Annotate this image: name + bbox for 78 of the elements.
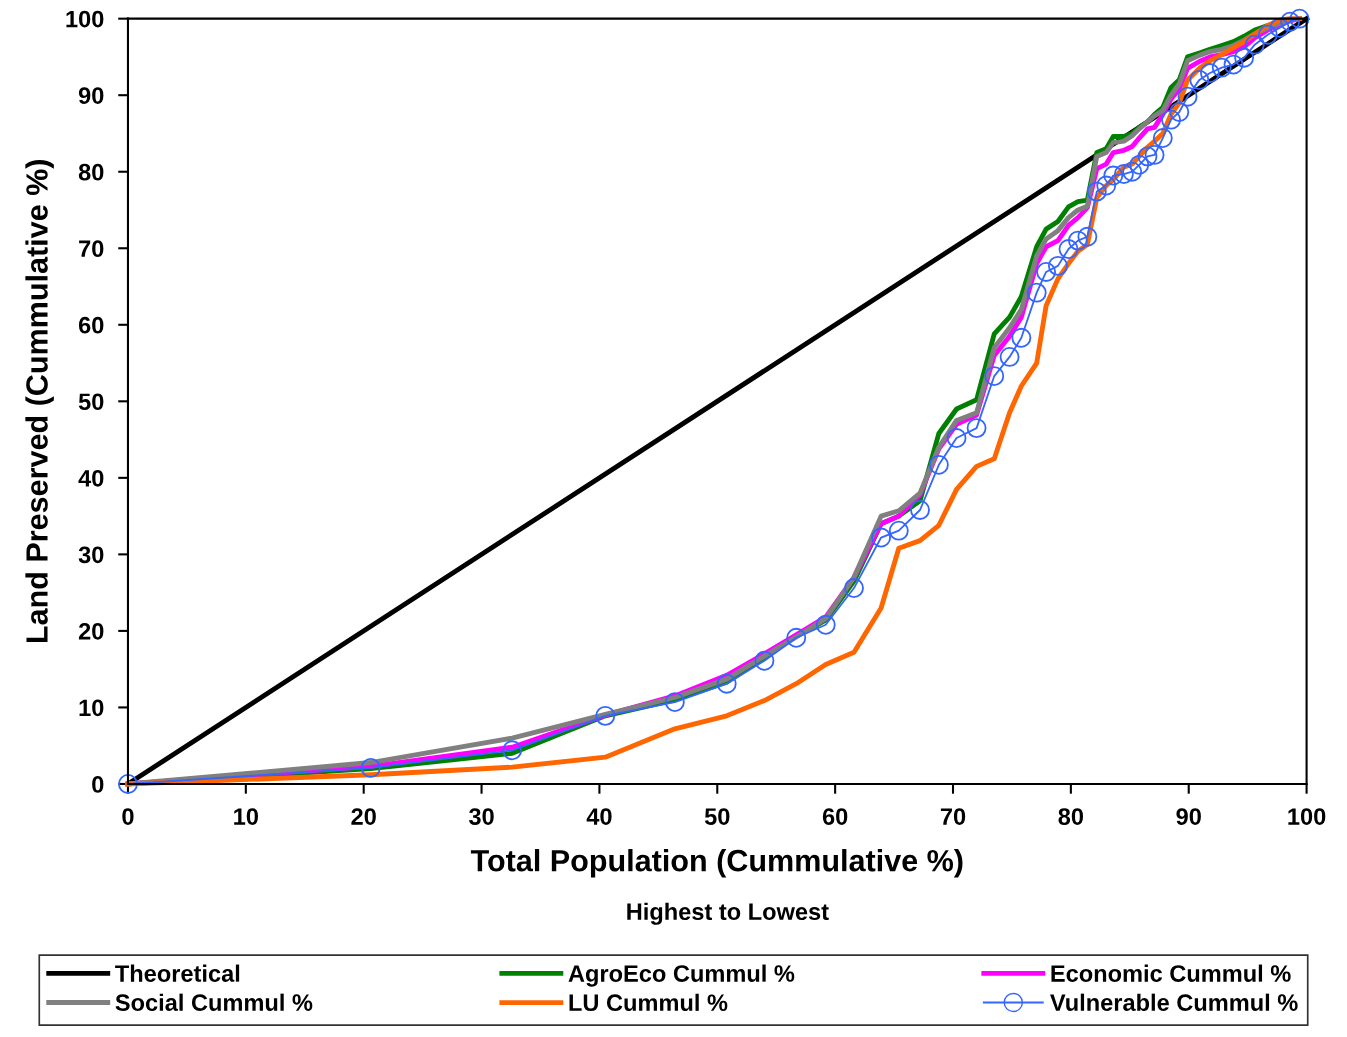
point	[1096, 175, 1117, 196]
point	[1113, 164, 1134, 184]
point	[1211, 57, 1232, 78]
x-tick-label: 90	[1176, 808, 1201, 825]
point	[1137, 146, 1158, 167]
point	[966, 418, 987, 439]
y-tick-label: 10	[79, 699, 104, 717]
legend-label: LU Cummul %	[569, 993, 728, 1012]
point	[1026, 282, 1047, 303]
y-tick-label: 70	[79, 240, 104, 258]
y-tick-label: 0	[92, 776, 104, 793]
text: Highest to Lowest	[627, 902, 829, 925]
point	[871, 527, 892, 548]
x-tick-label: 50	[704, 808, 730, 825]
legend-label: AgroEco Cummul %	[568, 964, 795, 987]
point	[1047, 255, 1068, 276]
x-tick-label: 0	[122, 808, 134, 825]
x-tick-label: 10	[234, 808, 258, 825]
y-tick-label: 50	[78, 393, 104, 411]
x-tick-label: 30	[468, 808, 494, 825]
point	[1257, 24, 1278, 45]
point	[1189, 69, 1210, 90]
y-tick-label: 40	[78, 469, 104, 487]
x-axis-title: Total Population (Cummulative %)	[470, 849, 963, 878]
x-tick-label: 100	[1288, 808, 1326, 825]
point	[1244, 34, 1265, 55]
x-tick-label: 70	[940, 808, 966, 825]
point	[1177, 86, 1198, 107]
y-tick-label: 20	[78, 622, 104, 640]
legend-label: Economic Cummul %	[1051, 964, 1291, 982]
point	[1077, 226, 1098, 247]
point	[815, 614, 836, 635]
x-tick-label: 60	[822, 808, 848, 825]
point	[1280, 11, 1301, 32]
point	[1011, 327, 1032, 348]
point	[664, 692, 685, 713]
point	[1058, 239, 1079, 259]
point	[1144, 144, 1165, 165]
point	[1223, 54, 1244, 75]
x-tick-label: 80	[1058, 808, 1084, 825]
point	[118, 774, 138, 794]
point	[1036, 262, 1057, 282]
point	[1234, 47, 1255, 68]
x-tick-label: 20	[351, 808, 376, 825]
point	[946, 428, 967, 448]
point	[1169, 102, 1190, 122]
point	[1103, 165, 1124, 186]
point	[1086, 181, 1107, 202]
y-tick-label: 90	[78, 87, 104, 104]
point	[754, 650, 775, 671]
point	[1068, 230, 1088, 251]
point	[910, 500, 930, 520]
x-tick-label: 40	[586, 808, 612, 825]
y-tick-label: 100	[66, 10, 104, 28]
point	[1152, 128, 1173, 148]
point	[1200, 63, 1220, 83]
point	[1129, 154, 1150, 175]
point	[595, 705, 616, 726]
legend-label: Vulnerable Cummul %	[1050, 993, 1298, 1011]
legend-label: Social Cummul %	[115, 993, 313, 1011]
y-tick-label: 60	[78, 316, 104, 334]
point	[1269, 17, 1290, 38]
point	[984, 366, 1005, 386]
point	[1161, 109, 1181, 130]
point	[716, 673, 737, 694]
point	[888, 520, 909, 541]
y-tick-label: 80	[78, 163, 104, 181]
point	[928, 454, 949, 475]
legend-label: Theoretical	[115, 964, 240, 982]
point	[786, 627, 807, 648]
point	[1289, 8, 1310, 29]
point	[1122, 161, 1143, 182]
y-axis-title: Land Preserved (Cummulative %)	[25, 160, 54, 643]
y-tick-label: 30	[78, 546, 104, 564]
point	[502, 740, 523, 761]
point	[844, 578, 864, 598]
point	[999, 346, 1020, 367]
point	[360, 757, 381, 778]
